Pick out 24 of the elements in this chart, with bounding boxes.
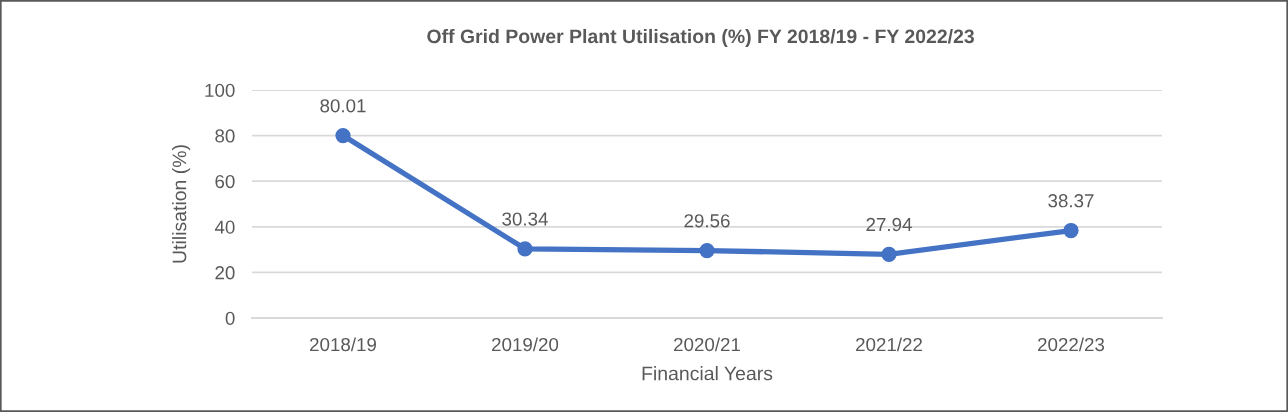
y-tick-label: 80 <box>215 129 235 143</box>
y-tick-label: 100 <box>205 83 235 97</box>
point <box>335 127 351 144</box>
data-label: 38.37 <box>1048 194 1094 208</box>
y-tick-label: 0 <box>225 311 235 325</box>
x-tick-label: 2022/23 <box>1038 337 1105 352</box>
y-tick-label: 40 <box>214 220 235 234</box>
chart-title: Off Grid Power Plant Utilisation (%) FY 2018/19 - FY 2022/23 <box>427 28 974 48</box>
y-axis-title: Utilisation (%) <box>172 145 191 263</box>
data-label: 80.01 <box>320 99 366 113</box>
x-tick-label: 2019/20 <box>492 337 559 352</box>
x-tick-label: 2020/21 <box>674 337 740 352</box>
data-label: 29.56 <box>684 214 730 228</box>
y-tick-label: 20 <box>215 266 235 280</box>
x-tick-label: 2018/19 <box>310 337 376 352</box>
data-label: 30.34 <box>502 212 548 226</box>
point <box>517 241 533 257</box>
point <box>699 242 715 259</box>
x-axis-title: Financial Years <box>642 366 773 381</box>
point <box>881 246 897 262</box>
y-tick-label: 60 <box>215 174 235 189</box>
x-tick-label: 2021/22 <box>856 337 922 352</box>
data-label: 27.94 <box>866 217 912 232</box>
point <box>1063 222 1079 239</box>
